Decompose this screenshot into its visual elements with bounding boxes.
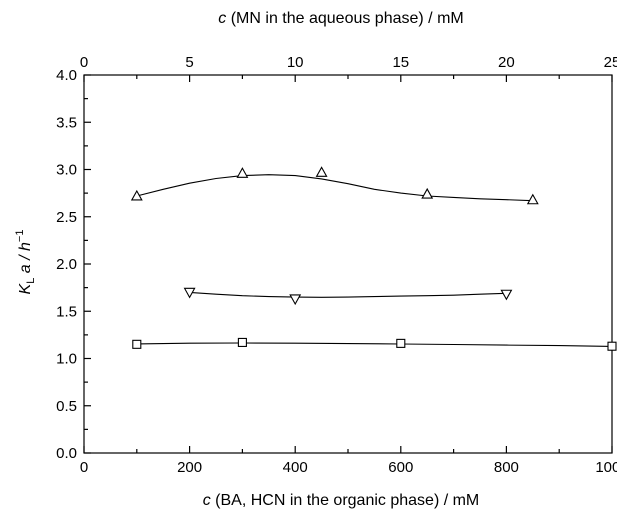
- x-top-text: (MN in the aqueous phase) / mM: [226, 10, 463, 27]
- y-tick-label: 4.0: [56, 67, 77, 84]
- x-top-tick-label: 25: [604, 54, 617, 71]
- data-point-triangle-down: [289, 294, 302, 306]
- x-top-tick-label: 5: [185, 54, 193, 71]
- data-point-triangle-down: [183, 287, 196, 299]
- data-point-square: [607, 341, 617, 351]
- y-tick-label: 2.5: [56, 209, 77, 226]
- x-axis-title-bottom: c (BA, HCN in the organic phase) / mM: [203, 492, 480, 509]
- data-point-square: [237, 337, 247, 347]
- data-point-triangle-down: [500, 289, 513, 301]
- data-point-triangle-up: [315, 166, 328, 177]
- x-bottom-tick-label: 200: [177, 459, 202, 476]
- data-point-triangle-up: [236, 167, 249, 178]
- x-axis-title-top: c (MN in the aqueous phase) / mM: [218, 10, 463, 27]
- fit-curve-triangle-down: [189, 291, 507, 298]
- data-point-triangle-up: [421, 187, 434, 199]
- y-tick-label: 2.0: [56, 256, 77, 273]
- axes: [83, 74, 613, 454]
- x-bottom-tick-label: 800: [494, 459, 519, 476]
- y-sub: L: [25, 278, 37, 284]
- x-top-tick-label: 20: [498, 54, 515, 71]
- fit-curve-square: [136, 342, 613, 347]
- data-point-triangle-up: [130, 189, 143, 201]
- y-var: K: [17, 282, 34, 294]
- data-point-triangle-up: [526, 193, 539, 205]
- x-bottom-tick-label: 400: [283, 459, 308, 476]
- plot-frame: [83, 74, 613, 454]
- fit-curves: [136, 174, 613, 347]
- x-top-var: c: [218, 10, 226, 27]
- y-sup: −1: [14, 230, 26, 243]
- x-top-tick-label: 10: [287, 54, 304, 71]
- y-tick-label: 0.0: [56, 445, 77, 462]
- x-bottom-var: c: [203, 492, 211, 509]
- y-tick-label: 3.5: [56, 114, 77, 131]
- fit-curve-triangle-up: [136, 174, 533, 202]
- x-top-tick-label: 15: [392, 54, 409, 71]
- y-tick-label: 1.0: [56, 351, 77, 368]
- y-tick-label: 0.5: [56, 398, 77, 415]
- y-tick-label: 3.0: [56, 162, 77, 179]
- data-point-square: [396, 338, 406, 348]
- x-top-tick-label: 0: [80, 54, 88, 71]
- y-tick-label: 1.5: [56, 303, 77, 320]
- x-bottom-tick-label: 0: [80, 459, 88, 476]
- x-bottom-text: (BA, HCN in the organic phase) / mM: [211, 492, 480, 509]
- y-axis-title: KL a / h−1: [14, 230, 37, 295]
- data-markers: [130, 166, 617, 351]
- y-mid: a / h: [17, 242, 34, 278]
- x-bottom-tick-label: 600: [388, 459, 413, 476]
- data-point-square: [132, 339, 142, 349]
